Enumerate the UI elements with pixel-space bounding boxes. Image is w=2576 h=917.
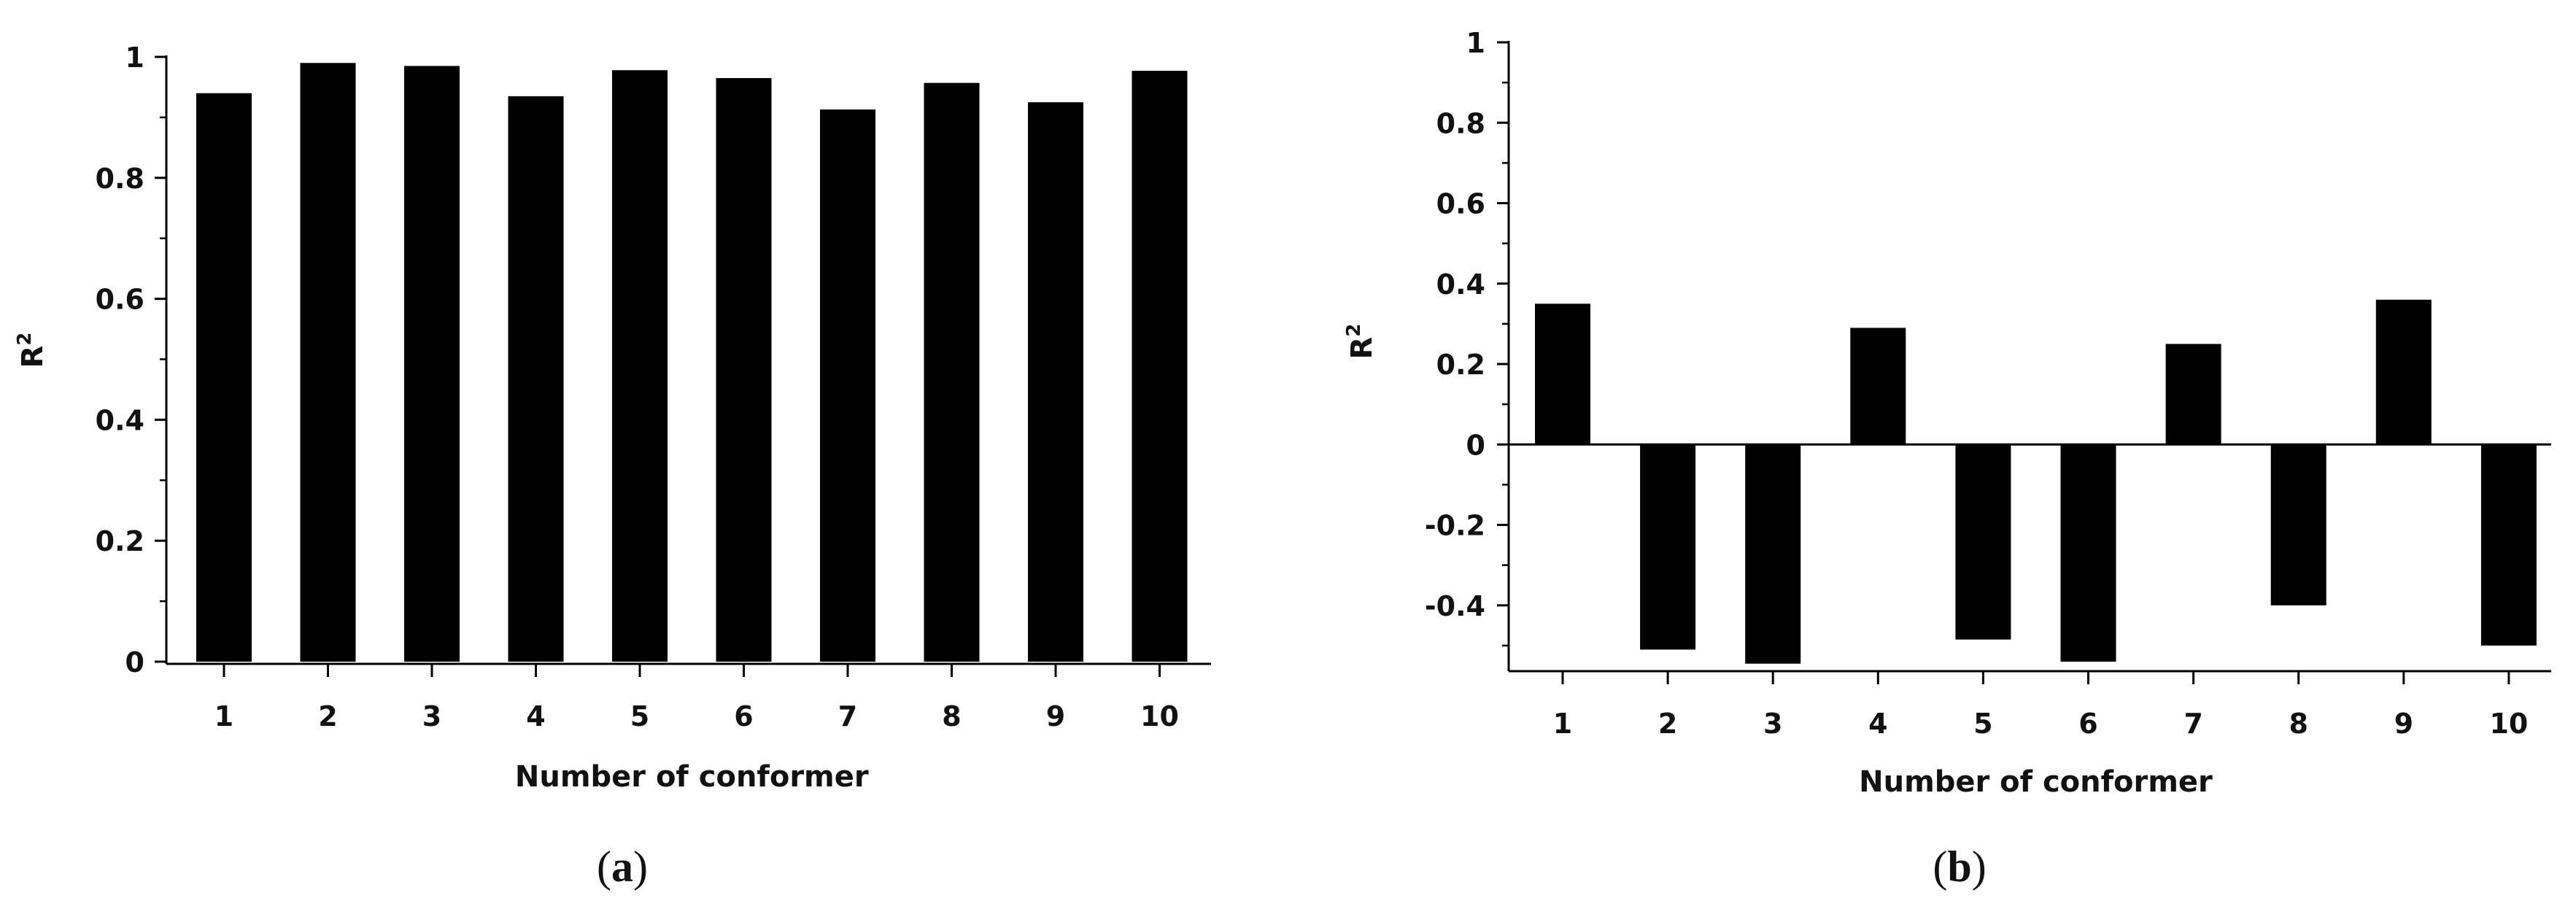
y-tick-label: 0.4 [96, 404, 144, 436]
panel-label-letter: a [611, 843, 633, 891]
bar [1745, 444, 1801, 664]
panel-label-paren: ) [633, 843, 648, 891]
x-tick-label: 3 [422, 700, 441, 732]
panel-label-paren: ( [1933, 843, 1947, 891]
y-tick-label: 0.2 [1436, 349, 1485, 381]
x-tick-label: 6 [734, 700, 753, 732]
x-tick-label: 3 [1763, 708, 1782, 740]
y-tick-label: -0.2 [1425, 510, 1485, 542]
y-axis-title-superscript: 2 [14, 333, 36, 346]
x-tick-label: 1 [214, 700, 233, 732]
x-tick-label: 8 [2289, 708, 2308, 740]
x-tick-label: 5 [1973, 708, 1992, 740]
bar [1850, 328, 1906, 445]
bar [508, 96, 564, 662]
bar [300, 63, 356, 662]
y-tick-label: 1 [1466, 27, 1485, 59]
x-tick-label: 4 [1868, 708, 1887, 740]
y-axis-title: R2 [1343, 324, 1379, 360]
bar [612, 70, 668, 662]
y-tick-label: 0.2 [96, 525, 144, 557]
bar [924, 82, 980, 662]
x-tick-label: 4 [526, 700, 545, 732]
x-tick-label: 9 [2394, 708, 2413, 740]
y-axis-title: R2 [14, 333, 50, 368]
y-tick-label: 1 [125, 42, 144, 74]
panel-label: (b) [1933, 843, 1986, 891]
bar [1028, 102, 1083, 662]
panel-label: (a) [597, 843, 648, 891]
y-tick-label: 0 [1466, 429, 1485, 461]
x-tick-label: 6 [2078, 708, 2097, 740]
bar [820, 109, 875, 662]
x-tick-label: 8 [942, 700, 961, 732]
bar [2060, 444, 2116, 662]
panel-label-letter: b [1947, 843, 1971, 891]
y-tick-label: 0.6 [1436, 188, 1485, 220]
x-tick-label: 7 [2184, 708, 2202, 740]
bar [196, 93, 252, 662]
y-axis-title-superscript: 2 [1343, 324, 1365, 337]
x-tick-label: 2 [1658, 708, 1677, 740]
y-tick-label: 0.4 [1436, 268, 1485, 301]
x-tick-label: 2 [318, 700, 337, 732]
x-tick-label: 10 [1140, 700, 1179, 732]
bar [1955, 444, 2011, 640]
bar [2375, 299, 2432, 445]
x-tick-label: 9 [1046, 700, 1065, 732]
y-axis-title-text: R [1345, 337, 1379, 360]
y-tick-label: 0.8 [96, 163, 144, 195]
x-tick-label: 1 [1553, 708, 1572, 740]
bar [1640, 444, 1696, 650]
bar [716, 78, 772, 662]
panel-label-paren: ( [597, 843, 611, 891]
bar [2480, 444, 2537, 646]
y-tick-label: 0.6 [96, 284, 144, 316]
bar [1535, 303, 1590, 445]
y-tick-label: 0 [125, 646, 144, 678]
x-tick-label: 7 [838, 700, 857, 732]
bar [404, 66, 460, 662]
x-axis-title: Number of conformer [515, 760, 869, 794]
y-axis-title-text: R [16, 346, 50, 368]
bar [1132, 71, 1188, 662]
y-tick-label: 0.8 [1436, 107, 1485, 139]
x-tick-label: 10 [2489, 708, 2528, 740]
y-tick-label: -0.4 [1425, 590, 1485, 622]
bar [2165, 344, 2221, 445]
x-axis-title: Number of conformer [1859, 765, 2213, 799]
panel-label-paren: ) [1972, 843, 1987, 891]
x-tick-label: 5 [630, 700, 649, 732]
bar [2270, 444, 2326, 605]
